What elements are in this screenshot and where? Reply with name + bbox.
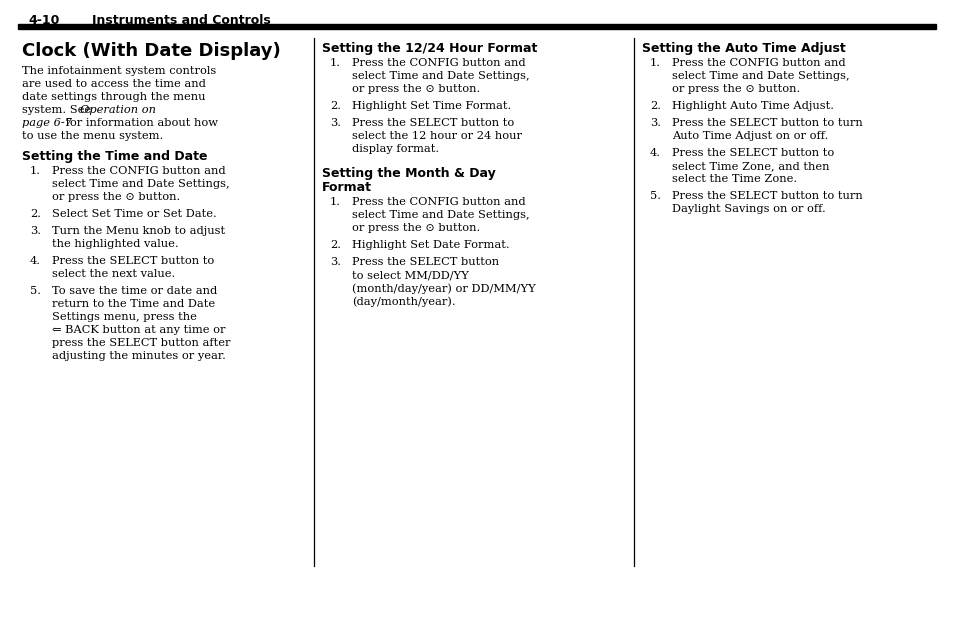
Text: the highlighted value.: the highlighted value.	[52, 239, 178, 249]
Text: 1.: 1.	[30, 166, 41, 176]
Text: 5.: 5.	[30, 286, 41, 296]
Text: 3.: 3.	[330, 257, 340, 267]
Text: select Time and Date Settings,: select Time and Date Settings,	[352, 71, 529, 81]
Text: select the next value.: select the next value.	[52, 269, 175, 279]
Text: 2.: 2.	[30, 209, 41, 219]
Text: select Time Zone, and then: select Time Zone, and then	[671, 161, 828, 171]
Text: select the 12 hour or 24 hour: select the 12 hour or 24 hour	[352, 131, 521, 141]
Text: Settings menu, press the: Settings menu, press the	[52, 312, 196, 322]
Text: 4.: 4.	[30, 256, 41, 266]
Text: (month/day/year) or DD/MM/YY: (month/day/year) or DD/MM/YY	[352, 283, 536, 293]
Text: 4-10: 4-10	[28, 14, 59, 27]
Text: select Time and Date Settings,: select Time and Date Settings,	[352, 210, 529, 220]
Text: Press the CONFIG button and: Press the CONFIG button and	[52, 166, 226, 176]
Text: 2.: 2.	[330, 240, 340, 250]
Text: Highlight Auto Time Adjust.: Highlight Auto Time Adjust.	[671, 101, 833, 111]
Text: Select Set Time or Set Date.: Select Set Time or Set Date.	[52, 209, 216, 219]
Text: Press the SELECT button: Press the SELECT button	[352, 257, 498, 267]
Text: 1.: 1.	[330, 197, 340, 207]
Text: Press the CONFIG button and: Press the CONFIG button and	[671, 58, 844, 68]
Text: are used to access the time and: are used to access the time and	[22, 79, 206, 89]
Text: 5.: 5.	[649, 191, 660, 201]
Text: Press the CONFIG button and: Press the CONFIG button and	[352, 58, 525, 68]
Text: Clock (With Date Display): Clock (With Date Display)	[22, 42, 280, 60]
Text: 1.: 1.	[649, 58, 660, 68]
Text: for information about how: for information about how	[62, 118, 218, 128]
Text: Auto Time Adjust on or off.: Auto Time Adjust on or off.	[671, 131, 827, 141]
Text: Turn the Menu knob to adjust: Turn the Menu knob to adjust	[52, 226, 225, 236]
Text: Highlight Set Time Format.: Highlight Set Time Format.	[352, 101, 511, 111]
Text: press the SELECT button after: press the SELECT button after	[52, 338, 231, 348]
Text: Press the SELECT button to: Press the SELECT button to	[352, 118, 514, 128]
Text: adjusting the minutes or year.: adjusting the minutes or year.	[52, 351, 226, 361]
Text: Instruments and Controls: Instruments and Controls	[91, 14, 271, 27]
Text: select Time and Date Settings,: select Time and Date Settings,	[52, 179, 230, 189]
Text: Press the CONFIG button and: Press the CONFIG button and	[352, 197, 525, 207]
Text: 4.: 4.	[649, 148, 660, 158]
Text: to use the menu system.: to use the menu system.	[22, 131, 163, 141]
Text: return to the Time and Date: return to the Time and Date	[52, 299, 214, 309]
Text: The infotainment system controls: The infotainment system controls	[22, 66, 216, 76]
Text: 3.: 3.	[330, 118, 340, 128]
Text: Press the SELECT button to turn: Press the SELECT button to turn	[671, 191, 862, 201]
Text: Daylight Savings on or off.: Daylight Savings on or off.	[671, 204, 825, 214]
Text: Press the SELECT button to: Press the SELECT button to	[52, 256, 214, 266]
Text: 2.: 2.	[649, 101, 660, 111]
Text: 3.: 3.	[649, 118, 660, 128]
Text: Setting the Auto Time Adjust: Setting the Auto Time Adjust	[641, 42, 845, 55]
Text: Format: Format	[322, 181, 372, 194]
Text: (day/month/year).: (day/month/year).	[352, 296, 456, 307]
Text: or press the ⊙ button.: or press the ⊙ button.	[352, 223, 479, 233]
Text: or press the ⊙ button.: or press the ⊙ button.	[352, 84, 479, 94]
Text: 1.: 1.	[330, 58, 340, 68]
Text: Press the SELECT button to turn: Press the SELECT button to turn	[671, 118, 862, 128]
Text: page 6-7: page 6-7	[22, 118, 71, 128]
Text: Setting the Month & Day: Setting the Month & Day	[322, 167, 496, 180]
Text: Operation on: Operation on	[80, 105, 156, 115]
Text: 2.: 2.	[330, 101, 340, 111]
Bar	[18, 24, 935, 29]
Text: 3.: 3.	[30, 226, 41, 236]
Text: select the Time Zone.: select the Time Zone.	[671, 174, 797, 184]
Text: Press the SELECT button to: Press the SELECT button to	[671, 148, 833, 158]
Text: or press the ⊙ button.: or press the ⊙ button.	[52, 192, 180, 202]
Text: To save the time or date and: To save the time or date and	[52, 286, 217, 296]
Text: select Time and Date Settings,: select Time and Date Settings,	[671, 71, 849, 81]
Text: or press the ⊙ button.: or press the ⊙ button.	[671, 84, 800, 94]
Text: Setting the Time and Date: Setting the Time and Date	[22, 150, 208, 163]
Text: display format.: display format.	[352, 144, 438, 154]
Text: to select MM/DD/YY: to select MM/DD/YY	[352, 270, 468, 280]
Text: date settings through the menu: date settings through the menu	[22, 92, 205, 102]
Text: ⇐ BACK button at any time or: ⇐ BACK button at any time or	[52, 325, 225, 335]
Text: Setting the 12/24 Hour Format: Setting the 12/24 Hour Format	[322, 42, 537, 55]
Text: Highlight Set Date Format.: Highlight Set Date Format.	[352, 240, 509, 250]
Text: system. See: system. See	[22, 105, 94, 115]
